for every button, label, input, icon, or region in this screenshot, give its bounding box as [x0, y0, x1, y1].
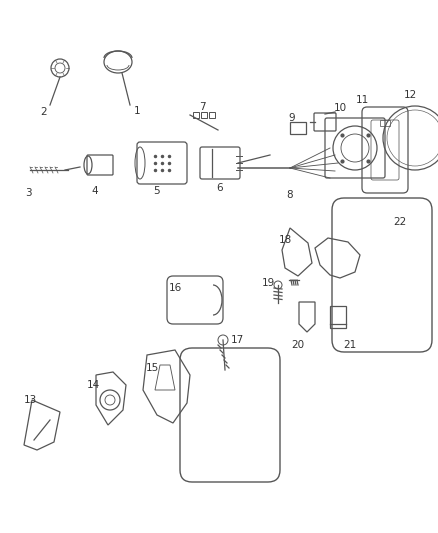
Text: 6: 6	[217, 183, 223, 193]
Bar	[209, 112, 215, 118]
Text: 18: 18	[279, 235, 292, 245]
Text: 5: 5	[154, 186, 160, 196]
Text: 2: 2	[41, 107, 47, 117]
Bar	[380, 120, 390, 126]
Text: 17: 17	[230, 335, 244, 345]
Text: 7: 7	[199, 102, 205, 112]
Text: 16: 16	[168, 283, 182, 293]
Text: 8: 8	[287, 190, 293, 200]
Text: 9: 9	[289, 113, 295, 123]
Bar	[290, 122, 306, 134]
Text: 10: 10	[333, 103, 346, 113]
Text: 15: 15	[145, 363, 159, 373]
Text: 1: 1	[134, 106, 140, 116]
Bar	[193, 112, 199, 118]
Text: 20: 20	[291, 340, 304, 350]
Text: 12: 12	[403, 90, 417, 100]
Bar	[330, 306, 346, 328]
Text: 3: 3	[25, 188, 31, 198]
Text: 11: 11	[355, 95, 369, 105]
Text: 22: 22	[393, 217, 406, 227]
Bar	[201, 112, 207, 118]
Text: 14: 14	[86, 380, 99, 390]
Text: 21: 21	[343, 340, 357, 350]
Text: 13: 13	[23, 395, 37, 405]
Text: 4: 4	[92, 186, 98, 196]
Text: 19: 19	[261, 278, 275, 288]
